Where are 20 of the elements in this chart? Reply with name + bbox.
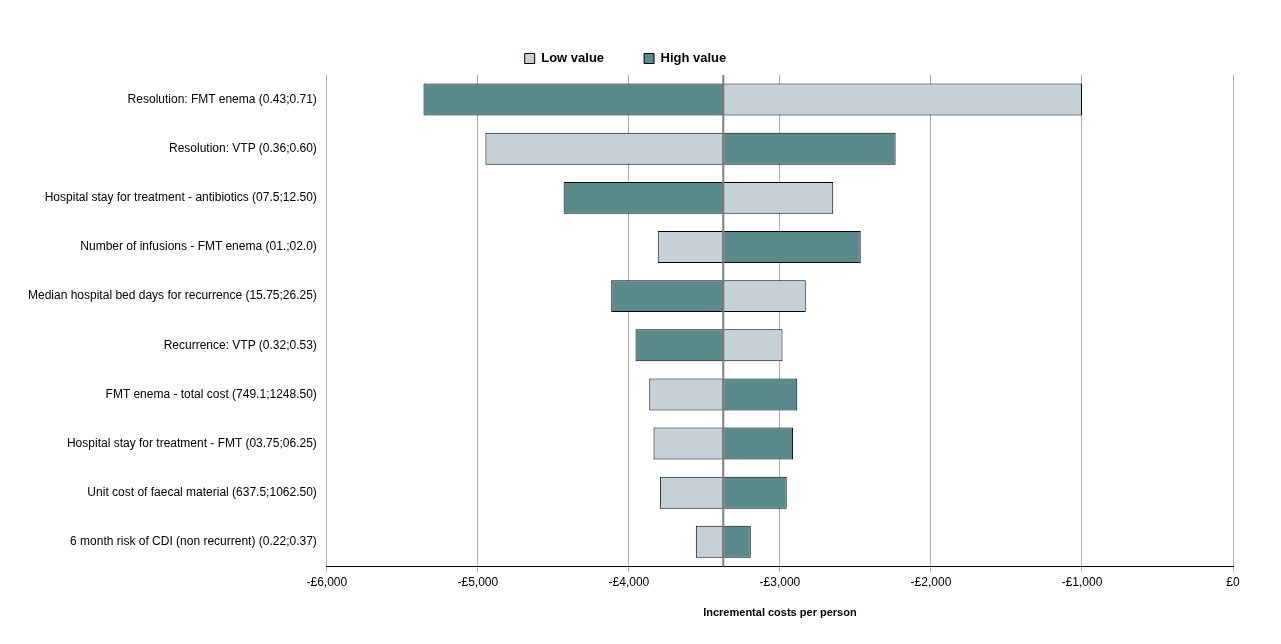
x-axis-title: Incremental costs per person <box>703 606 857 619</box>
y-tick-label: Hospital stay for treatment - FMT (03.75;06.25) <box>66 435 317 450</box>
legend-label: High value <box>660 50 727 66</box>
x-tick-label: -£3,000 <box>759 574 801 589</box>
y-tick-label: Number of infusions - FMT enema (01.;02.0) <box>80 239 317 254</box>
y-tick-label: Resolution: FMT enema (0.43;0.71) <box>127 91 317 106</box>
x-tick-label: -£5,000 <box>457 574 499 589</box>
x-tick-label: £0 <box>1226 574 1240 589</box>
y-tick-label: 6 month risk of CDI (non recurrent) (0.22;0.37) <box>70 534 317 549</box>
legend-label: Low value <box>541 50 605 66</box>
x-tick-label: -£1,000 <box>1061 574 1103 589</box>
x-tick-label: -£4,000 <box>608 574 650 589</box>
y-tick-label: Median hospital bed days for recurrence (15.75;26.25) <box>27 288 317 303</box>
y-tick-label: Recurrence: VTP (0.32;0.53) <box>163 337 317 352</box>
x-tick-label: -£2,000 <box>910 574 952 589</box>
x-tick-label: -£6,000 <box>306 574 348 589</box>
y-tick-label: Hospital stay for treatment - antibiotics (07.5;12.50) <box>44 190 317 205</box>
y-tick-label: FMT enema - total cost (749.1;1248.50) <box>105 386 317 401</box>
y-tick-label: Resolution: VTP (0.36;0.60) <box>168 141 317 156</box>
y-tick-label: Unit cost of faecal material (637.5;1062.50) <box>87 485 317 499</box>
